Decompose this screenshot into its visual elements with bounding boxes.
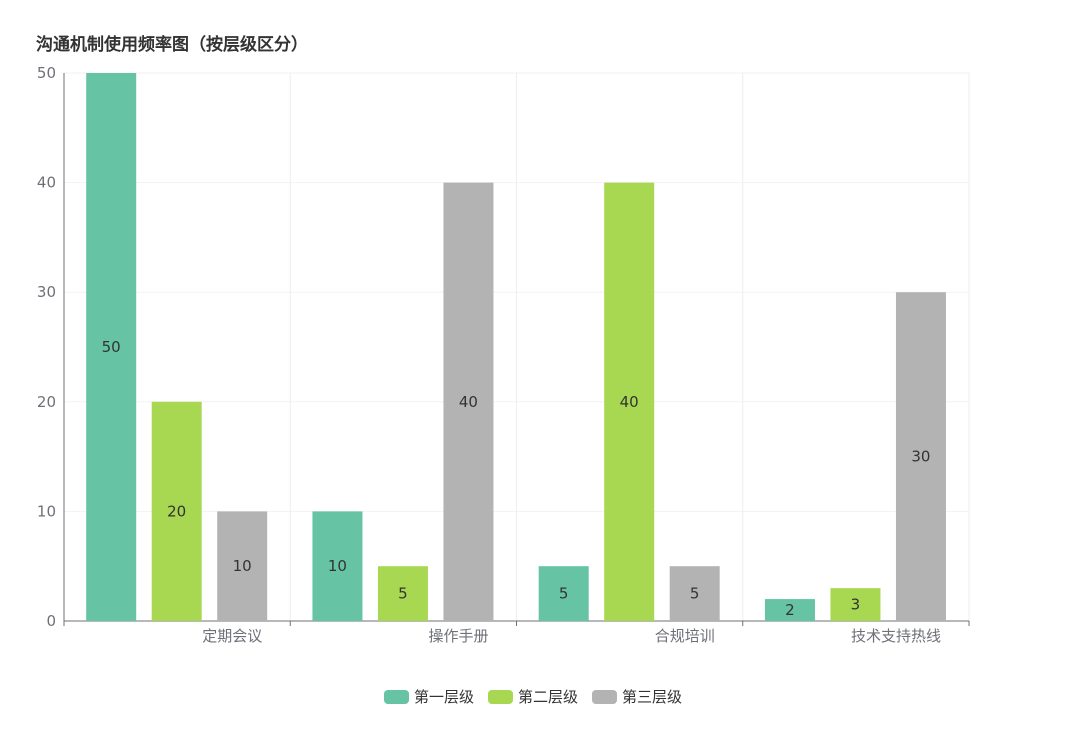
bar — [217, 511, 268, 621]
x-tick-label: 合规培训 — [655, 627, 715, 645]
data-label: 10 — [233, 557, 252, 575]
data-label: 3 — [851, 596, 861, 614]
y-tick-label: 50 — [37, 64, 56, 82]
y-tick-label: 30 — [37, 283, 56, 301]
data-label: 20 — [167, 502, 186, 520]
y-tick-label: 20 — [37, 393, 56, 411]
bar — [669, 566, 720, 621]
data-label: 50 — [102, 338, 121, 356]
legend-item[interactable]: 第三层级 — [592, 686, 682, 707]
data-label: 2 — [785, 601, 795, 619]
legend-swatch — [487, 689, 513, 704]
bar — [764, 599, 815, 621]
legend-label: 第二层级 — [517, 688, 578, 706]
bar — [312, 511, 363, 621]
bar — [895, 292, 946, 621]
y-tick-label: 10 — [37, 502, 56, 520]
legend: 第一层级 第二层级 第三层级 — [0, 686, 1066, 707]
bar — [151, 401, 202, 621]
x-tick-label: 技术支持热线 — [851, 627, 941, 645]
bar — [86, 73, 137, 621]
bar — [377, 566, 428, 621]
bar-chart: 0 10 20 30 40 50 50 10 5 2 20 5 40 3 10 40 5 30 定期会议 操作手册 合规… — [37, 64, 970, 645]
bar — [830, 588, 881, 621]
x-tick-label: 定期会议 — [202, 627, 262, 645]
legend-swatch — [592, 689, 617, 704]
legend-label: 第三层级 — [622, 688, 683, 706]
data-label: 5 — [559, 585, 569, 603]
data-label: 40 — [620, 393, 639, 411]
bar — [538, 566, 589, 621]
legend-item[interactable]: 第二层级 — [487, 686, 578, 707]
legend-item[interactable]: 第一层级 — [383, 686, 474, 707]
y-tick-label: 40 — [37, 174, 56, 192]
chart-title: 沟通机制使用频率图（按层级区分） — [36, 35, 308, 55]
data-label: 5 — [690, 585, 700, 603]
data-label: 5 — [398, 585, 408, 603]
bar — [443, 182, 494, 621]
bar — [604, 182, 655, 621]
data-label: 40 — [459, 393, 478, 411]
data-label: 10 — [328, 557, 347, 575]
x-tick-label: 操作手册 — [428, 627, 488, 645]
legend-label: 第一层级 — [413, 688, 474, 706]
legend-swatch — [383, 689, 409, 704]
y-tick-label: 0 — [46, 612, 56, 630]
data-label: 30 — [911, 448, 930, 466]
